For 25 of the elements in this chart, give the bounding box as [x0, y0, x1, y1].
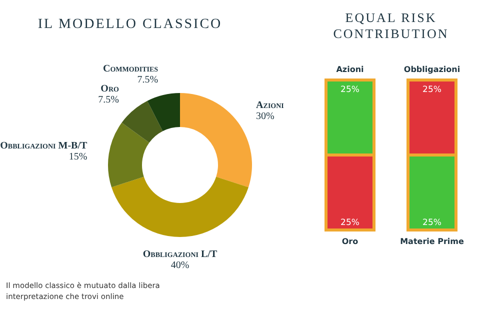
donut-slice: [180, 93, 252, 188]
data-label: 25%: [422, 218, 442, 228]
category-label: Obbligazioni: [404, 65, 460, 74]
text: EQUAL RISK CONTRIBUTION: [333, 10, 449, 41]
data-label: 7.5%: [98, 94, 119, 106]
slice-label: Obbligazioni L/T: [142, 249, 218, 260]
data-label: 25%: [340, 85, 360, 95]
donut-slice: [108, 122, 150, 188]
data-label: 25%: [340, 218, 360, 228]
data-label: 25%: [422, 85, 442, 95]
category-label: Materie Prime: [400, 237, 464, 246]
slice-label: Oro: [100, 84, 120, 95]
category-label: Azioni: [336, 65, 364, 74]
chart-title: IL MODELLO CLASSICO: [38, 17, 222, 32]
slice-label: Azioni: [256, 100, 284, 111]
data-label: 40%: [170, 260, 190, 271]
data-label: 15%: [68, 151, 88, 162]
donut-slice: [122, 100, 163, 143]
category-label: Oro: [342, 237, 359, 246]
slice-label: Obbligazioni M-B/T: [0, 140, 88, 152]
donut-slice: [112, 176, 248, 237]
data-label: 30%: [256, 110, 274, 122]
slice-label: Commodities: [102, 64, 158, 75]
donut-slice: [147, 93, 180, 132]
data-label: 7.5%: [137, 74, 158, 86]
